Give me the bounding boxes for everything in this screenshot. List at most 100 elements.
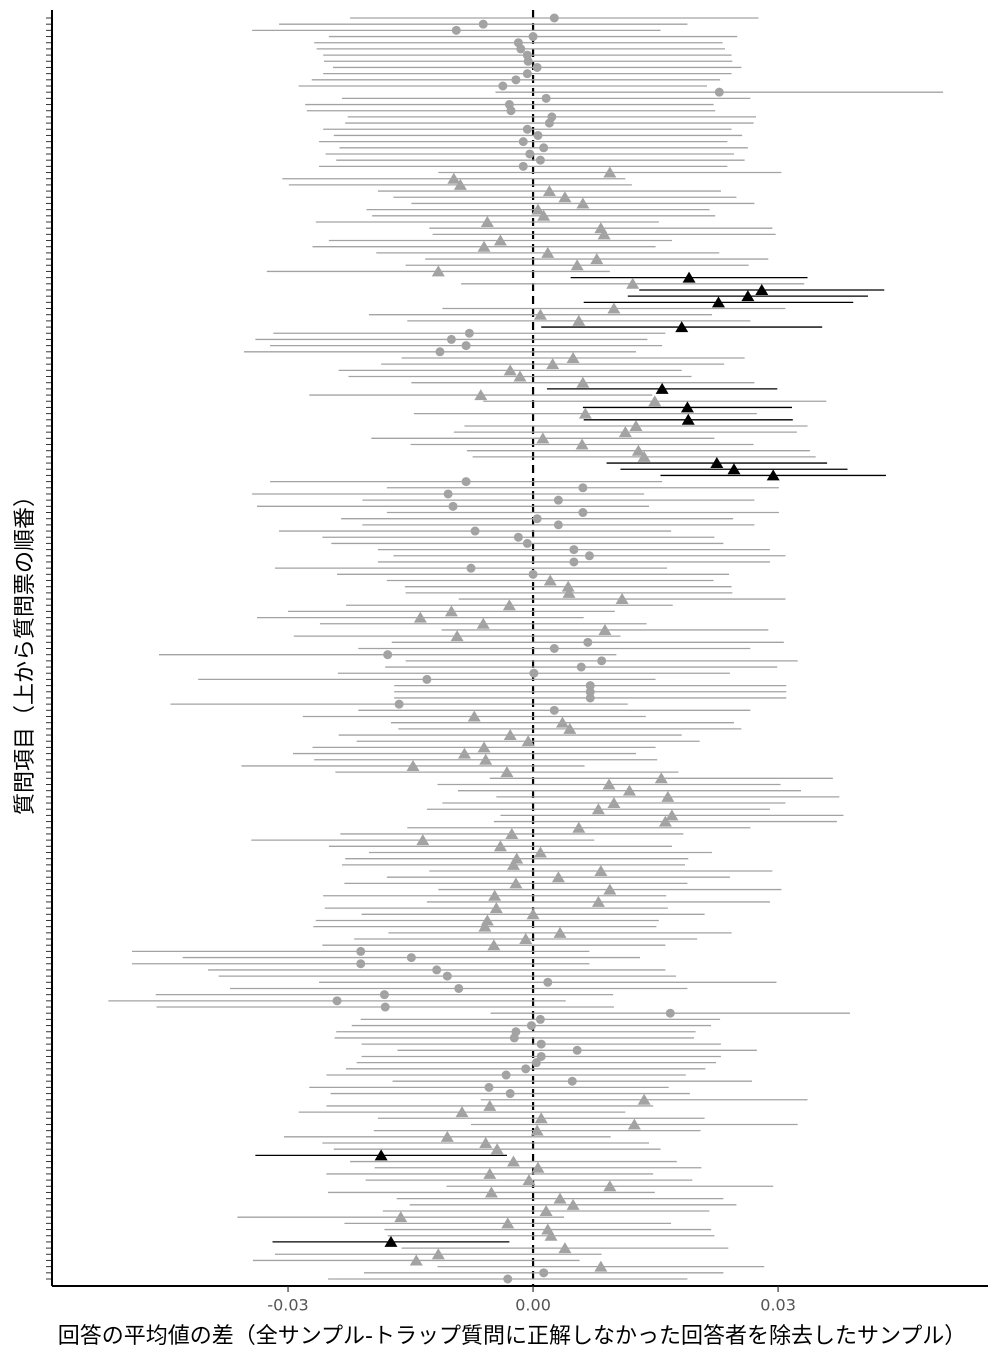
point: [561, 580, 575, 592]
point: [406, 953, 416, 963]
point: [598, 623, 612, 635]
point: [533, 308, 547, 320]
point: [544, 1229, 558, 1241]
point: [464, 328, 474, 338]
point: [597, 228, 611, 240]
point: [680, 401, 694, 413]
point: [558, 191, 572, 203]
point: [432, 965, 442, 975]
point: [658, 815, 672, 827]
point: [478, 920, 492, 932]
point: [576, 662, 586, 672]
point: [379, 990, 389, 1000]
point: [572, 314, 586, 326]
point: [603, 883, 617, 895]
point: [476, 617, 490, 629]
point: [506, 1155, 520, 1167]
point: [413, 611, 427, 623]
point: [615, 593, 629, 605]
point: [501, 1070, 511, 1080]
point: [578, 508, 588, 518]
point: [551, 871, 565, 883]
point: [503, 729, 517, 741]
point: [585, 693, 595, 703]
point: [539, 1205, 553, 1217]
point: [553, 520, 563, 530]
point: [493, 234, 507, 246]
point: [569, 545, 579, 555]
point: [383, 650, 393, 660]
point: [479, 1137, 493, 1149]
point: [509, 1033, 519, 1043]
point: [356, 959, 366, 969]
point: [470, 526, 480, 536]
point: [521, 1064, 531, 1074]
point: [542, 185, 556, 197]
point: [431, 1248, 445, 1260]
point: [416, 834, 430, 846]
point: [607, 797, 621, 809]
point: [648, 395, 662, 407]
point: [585, 681, 595, 691]
point: [578, 483, 588, 493]
point: [618, 426, 632, 438]
point: [575, 438, 589, 450]
point: [627, 1118, 641, 1130]
point: [539, 143, 549, 153]
point: [446, 334, 456, 344]
point: [356, 946, 366, 956]
point: [727, 463, 741, 475]
point: [555, 716, 569, 728]
point: [591, 895, 605, 907]
point: [553, 495, 563, 505]
point: [629, 419, 643, 431]
point: [536, 1039, 546, 1049]
point: [585, 687, 595, 697]
point: [654, 772, 668, 784]
point: [539, 1268, 549, 1278]
point: [541, 246, 555, 258]
point: [431, 265, 445, 277]
point: [714, 87, 724, 97]
point: [532, 62, 542, 72]
point: [626, 277, 640, 289]
point: [519, 933, 533, 945]
point: [461, 341, 471, 351]
point: [490, 1143, 504, 1155]
point: [766, 469, 780, 481]
point: [528, 32, 538, 42]
point: [394, 1211, 408, 1223]
point: [549, 705, 559, 715]
point: [681, 413, 695, 425]
point: [489, 902, 503, 914]
point: [461, 477, 471, 487]
x-tick-label: 0.00: [515, 1296, 551, 1315]
point: [534, 1112, 548, 1124]
x-tick-label: -0.03: [267, 1296, 308, 1315]
point: [572, 821, 586, 833]
point: [409, 1254, 423, 1266]
point: [655, 382, 669, 394]
point: [500, 766, 514, 778]
point: [553, 1192, 567, 1204]
point: [394, 699, 404, 709]
point: [569, 557, 579, 567]
point: [442, 971, 452, 981]
y-axis-label: 質問項目（上から質問票の順番）: [13, 485, 38, 815]
point: [607, 302, 621, 314]
point: [546, 358, 560, 370]
point: [522, 124, 532, 134]
point: [523, 56, 533, 66]
point: [528, 569, 538, 579]
point: [478, 19, 488, 29]
point: [484, 1082, 494, 1092]
point: [562, 586, 576, 598]
point: [661, 790, 675, 802]
point: [631, 444, 645, 456]
point: [488, 889, 502, 901]
x-axis-label: 回答の平均値の差（全サンプル-トラップ質問に正解しなかった回答者を除去したサンプ…: [58, 1324, 967, 1349]
point: [501, 1217, 515, 1229]
point: [483, 1167, 497, 1179]
point: [755, 283, 769, 295]
